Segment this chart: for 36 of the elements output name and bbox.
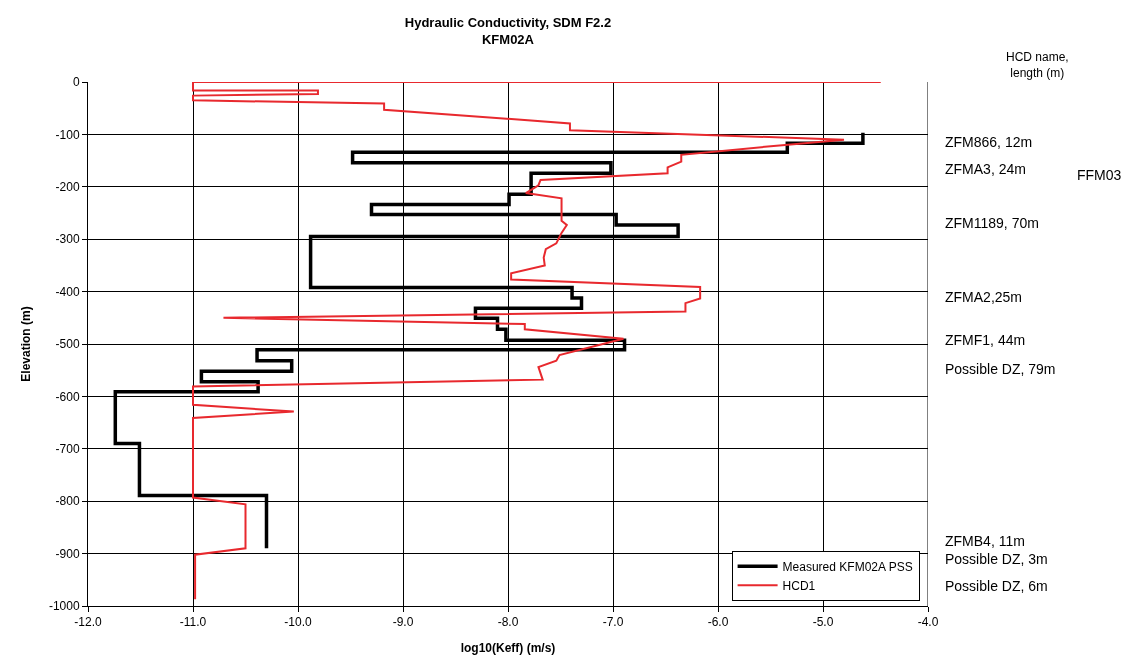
y-tick-label: -200 bbox=[55, 180, 80, 194]
y-axis-title: Elevation (m) bbox=[19, 306, 34, 382]
legend-label: Measured KFM02A PSS bbox=[782, 559, 913, 574]
legend-label: HCD1 bbox=[782, 578, 816, 593]
text: ZFMB4, 11m bbox=[945, 533, 1025, 549]
text: ZFMA3, 24m bbox=[945, 161, 1026, 177]
x-tick-label: -9.0 bbox=[392, 615, 414, 630]
x-tick-label: -5.0 bbox=[812, 615, 834, 630]
x-tick-label: -10.0 bbox=[284, 615, 312, 630]
y-tick-label: 0 bbox=[72, 75, 80, 90]
x-axis-title: log10(Keff) (m/s) bbox=[460, 641, 556, 656]
y-tick-label: -900 bbox=[55, 546, 80, 561]
y-tick-label: -100 bbox=[55, 127, 80, 142]
text: ZFM866, 12m bbox=[945, 134, 1033, 150]
y-tick-label: -800 bbox=[55, 494, 80, 509]
text: ZFM1189, 70m bbox=[945, 215, 1039, 231]
y-tick-label: -300 bbox=[55, 232, 80, 247]
x-tick-label: -12.0 bbox=[74, 615, 102, 630]
text: ZFMA2,25m bbox=[945, 289, 1023, 305]
text: HCD name, length (m) bbox=[1006, 50, 1069, 80]
text: ZFMF1, 44m bbox=[945, 332, 1026, 348]
y-tick-label: -400 bbox=[55, 284, 80, 299]
chart-title: Hydraulic Conductivity, SDM F2.2 KFM02A bbox=[404, 14, 612, 47]
y-tick-label: -600 bbox=[55, 389, 80, 404]
x-tick-label: -4.0 bbox=[917, 615, 939, 630]
y-tick-label: -700 bbox=[55, 442, 80, 456]
y-tick-label: -1000 bbox=[48, 599, 80, 614]
x-tick-label: -6.0 bbox=[707, 615, 729, 630]
x-tick-label: -11.0 bbox=[179, 615, 207, 630]
text: Possible DZ, 3m bbox=[945, 551, 1048, 567]
x-tick-label: -8.0 bbox=[497, 615, 519, 630]
text: FFM03 bbox=[1077, 167, 1122, 183]
text: Possible DZ, 79m bbox=[945, 361, 1056, 377]
y-tick-label: -500 bbox=[55, 337, 80, 352]
x-tick-label: -7.0 bbox=[602, 615, 624, 630]
text: Possible DZ, 6m bbox=[945, 578, 1048, 594]
